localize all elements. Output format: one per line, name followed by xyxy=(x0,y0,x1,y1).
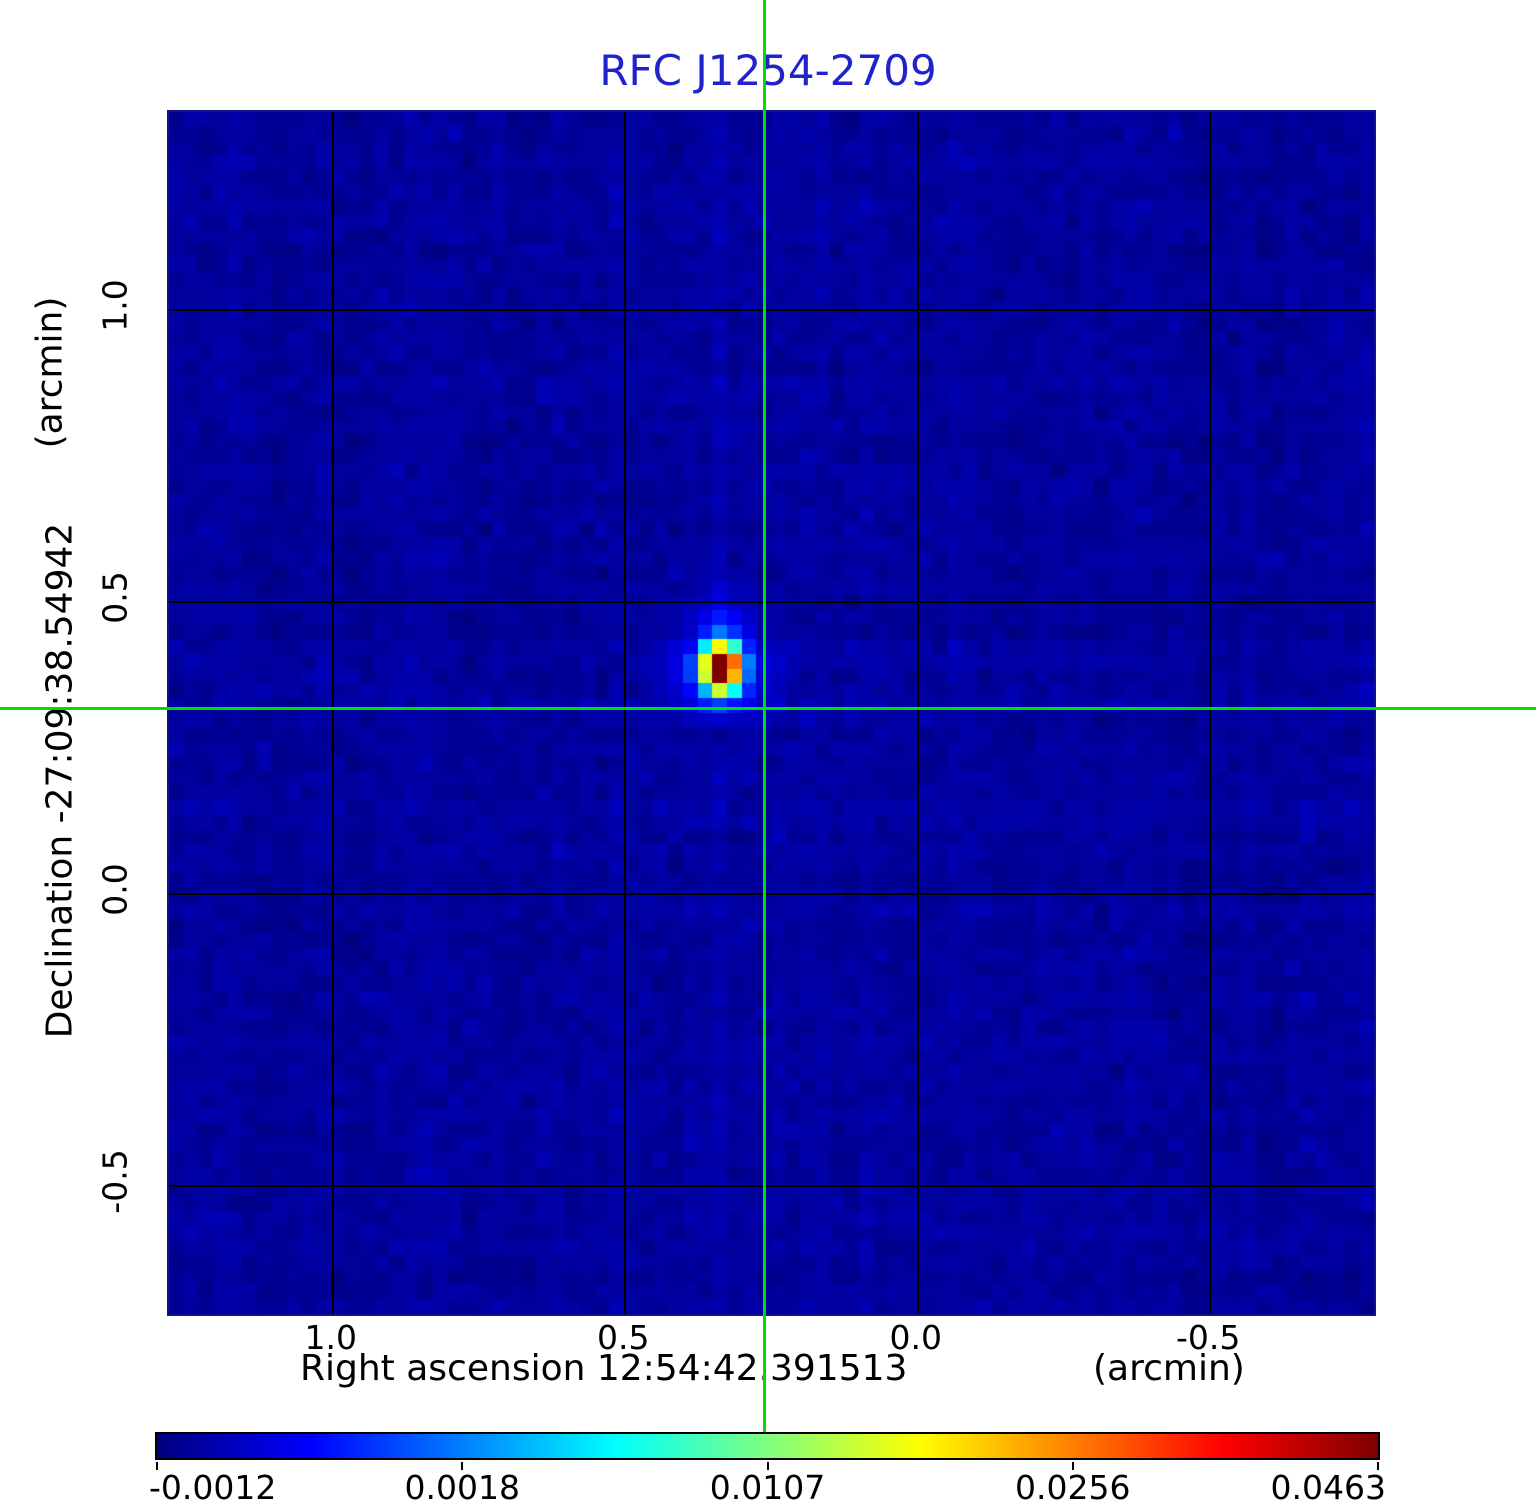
colorbar-tick-mark xyxy=(766,1462,769,1470)
crosshair-horizontal-line xyxy=(0,707,1536,710)
crosshair-vertical-line xyxy=(763,0,766,1432)
x-axis-label: Right ascension 12:54:42.391513 xyxy=(300,1348,908,1389)
colorbar-tick-label: -0.0012 xyxy=(149,1468,277,1507)
sky-map-panel[interactable] xyxy=(167,110,1376,1316)
colorbar-tick-mark xyxy=(156,1462,158,1470)
colorbar-tick-mark xyxy=(1377,1462,1379,1470)
x-tick-label: 0.0 xyxy=(889,1318,942,1357)
x-tick-label: 0.5 xyxy=(597,1318,650,1357)
y-tick-label: -0.5 xyxy=(95,1148,135,1214)
y-axis-units: (arcmin) xyxy=(29,296,71,449)
y-tick-label: 0.0 xyxy=(95,863,135,916)
colorbar-tick-mark xyxy=(461,1462,464,1470)
x-tick-label: 1.0 xyxy=(304,1318,358,1357)
colorbar[interactable] xyxy=(155,1432,1380,1460)
y-tick-label: 0.5 xyxy=(95,571,135,624)
x-axis-units: (arcmin) xyxy=(1093,1348,1245,1389)
colorbar-gradient xyxy=(157,1434,1378,1458)
x-tick-label: -0.5 xyxy=(1176,1318,1241,1357)
radio-intensity-map[interactable] xyxy=(169,112,1374,1314)
colorbar-tick-label: 0.0463 xyxy=(1270,1468,1386,1507)
colorbar-tick-mark xyxy=(1071,1462,1074,1470)
colorbar-tick-label: 0.0107 xyxy=(709,1468,826,1507)
page-title: RFC J1254-2709 xyxy=(599,46,937,95)
colorbar-tick-label: 0.0018 xyxy=(404,1468,520,1507)
y-axis-label: Declination -27:09:38.54942 xyxy=(39,522,81,1039)
colorbar-tick-label: 0.0256 xyxy=(1015,1468,1131,1507)
y-tick-label: 1.0 xyxy=(95,279,135,333)
